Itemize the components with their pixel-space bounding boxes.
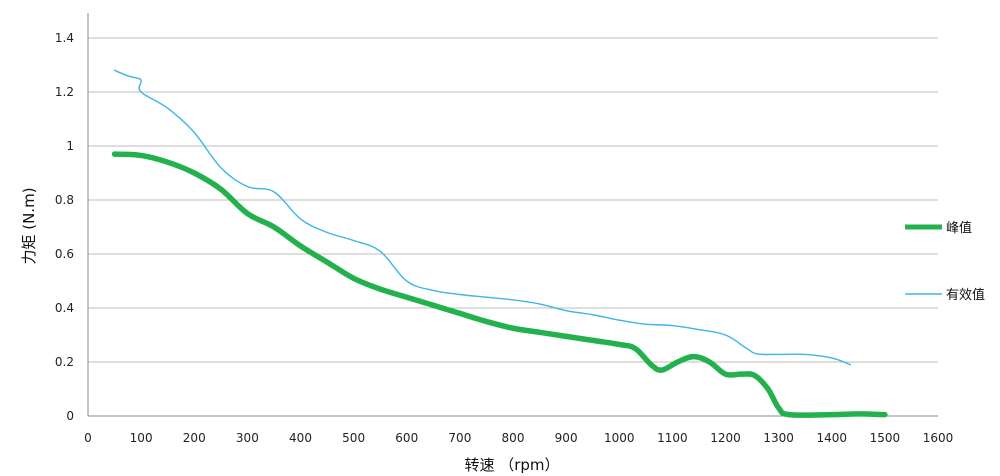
y-tick-label: 0.2: [55, 355, 74, 369]
x-tick-label: 1300: [763, 431, 794, 445]
x-tick-label: 300: [236, 431, 259, 445]
x-tick-label: 1100: [657, 431, 688, 445]
x-tick-label: 400: [289, 431, 312, 445]
y-tick-label: 1: [66, 139, 74, 153]
series-lines: [111, 69, 888, 418]
x-tick-label: 500: [342, 431, 365, 445]
y-tick-label: 0.8: [55, 193, 74, 207]
series-line-peak: [111, 151, 888, 418]
gridlines: [88, 37, 938, 363]
legend-label-rms: 有效值: [946, 287, 985, 303]
x-tick-label: 700: [448, 431, 471, 445]
x-tick-label: 1600: [923, 431, 954, 445]
y-tick-label: 1.2: [55, 85, 74, 99]
legend: 峰值 有效值: [905, 220, 985, 303]
y-tick-labels: 0 0.2 0.4 0.6 0.8 1 1.2 1.4: [55, 31, 74, 423]
x-tick-label: 100: [130, 431, 153, 445]
x-tick-label: 1200: [710, 431, 741, 445]
x-tick-label: 600: [395, 431, 418, 445]
x-tick-label: 200: [183, 431, 206, 445]
y-tick-label: 0.6: [55, 247, 74, 261]
series-line-rms: [113, 69, 852, 366]
x-tick-label: 1400: [816, 431, 847, 445]
x-axis-title: 转速 （rpm）: [464, 456, 559, 474]
y-tick-label: 0.4: [55, 301, 74, 315]
x-tick-label: 1000: [604, 431, 635, 445]
x-tick-labels: 0 100 200 300 400 500 600 700 800 900 1000 1100 1200…: [84, 431, 953, 445]
x-tick-label: 0: [84, 431, 92, 445]
y-tick-label: 0: [66, 409, 74, 423]
x-tick-label: 900: [555, 431, 578, 445]
axes: [87, 13, 938, 417]
legend-label-peak: 峰值: [946, 220, 972, 236]
x-tick-label: 800: [502, 431, 525, 445]
y-tick-label: 1.4: [55, 31, 74, 45]
y-axis-title: 力矩 (N.m): [20, 187, 38, 264]
legend-item-rms: 有效值: [905, 287, 985, 303]
legend-item-peak: 峰值: [905, 220, 972, 236]
x-tick-label: 1500: [870, 431, 901, 445]
